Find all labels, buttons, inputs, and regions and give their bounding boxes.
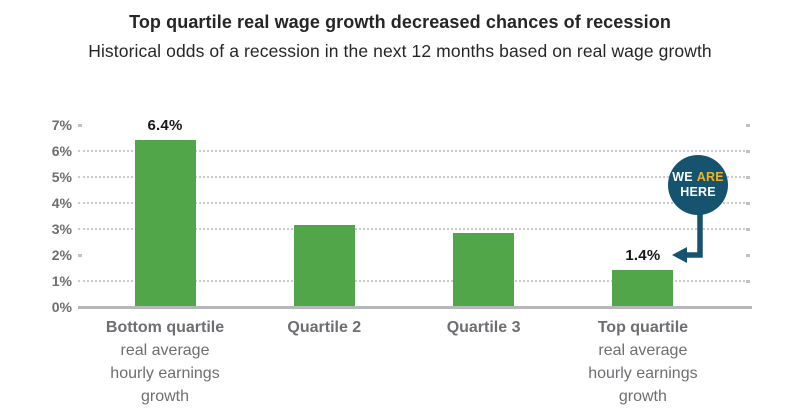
- x-axis-label-line: Top quartile: [597, 319, 689, 336]
- y-gridline-4pct: [78, 202, 745, 204]
- x-axis-label-1: Bottom quartile real average hourly earnin…: [81, 316, 249, 408]
- chart-subtitle: Historical odds of a recession in the ne…: [88, 41, 712, 61]
- x-axis-label-line: real average: [120, 342, 210, 359]
- x-axis-label-line: Quartile 3: [446, 319, 521, 336]
- y-axis-label-6pct: 6%: [51, 143, 72, 159]
- y-gridline-6pct: [78, 150, 745, 152]
- x-axis-label-2: Quartile 2: [240, 316, 408, 339]
- x-axis-label-line: Quartile 2: [287, 319, 362, 336]
- y-axis-label-4pct: 4%: [51, 195, 72, 211]
- gridline-end-tick-6pct: [746, 150, 750, 153]
- x-axis-label-3: Quartile 3: [400, 316, 568, 339]
- gridline-end-tick-7pct: [746, 124, 750, 127]
- y-gridline-1pct: [78, 280, 745, 282]
- gridline-end-tick-4pct: [746, 202, 750, 205]
- we-are-here-badge: WE ARE HERE: [668, 155, 728, 215]
- y-gridline-3pct: [78, 228, 745, 230]
- y-axis-label-7pct: 7%: [51, 117, 72, 133]
- gridline-end-tick-3pct: [746, 228, 750, 231]
- bar-4: [612, 270, 674, 306]
- x-axis-label-4: Top quartile real average hourly earnings g…: [559, 316, 727, 408]
- bar-value-label-4: 1.4%: [625, 247, 661, 264]
- x-axis-line: [78, 306, 752, 309]
- arrow-icon: [672, 210, 703, 263]
- badge-text-we: WE: [672, 170, 693, 184]
- y-axis-label-3pct: 3%: [51, 221, 72, 237]
- gridline-end-tick-1pct: [746, 280, 750, 283]
- bar-3: [453, 233, 515, 306]
- gridline-start-tick-7pct: [78, 124, 82, 127]
- bar-value-label-1: 6.4%: [147, 117, 183, 134]
- x-axis-label-line: real average: [598, 342, 688, 359]
- y-axis-label-2pct: 2%: [51, 247, 72, 263]
- x-axis-label-line: growth: [618, 388, 667, 405]
- x-axis-label-line: Bottom quartile: [105, 319, 225, 336]
- y-gridline-5pct: [78, 176, 745, 178]
- y-axis-label-5pct: 5%: [51, 169, 72, 185]
- badge-line-1: WE ARE: [672, 170, 724, 185]
- x-axis-label-line: growth: [140, 388, 190, 405]
- gridline-end-tick-5pct: [746, 176, 750, 179]
- y-axis-label-1pct: 1%: [51, 273, 72, 289]
- y-axis-label-0pct: 0%: [51, 299, 72, 315]
- chart-title: Top quartile real wage growth decreased …: [129, 12, 671, 32]
- bar-1: [134, 140, 196, 306]
- badge-text-are: ARE: [696, 170, 724, 184]
- x-axis-label-line: hourly earnings: [588, 365, 698, 382]
- x-axis-label-line: hourly earnings: [110, 365, 220, 382]
- gridline-start-tick-2pct: [78, 254, 82, 257]
- gridline-end-tick-2pct: [746, 254, 750, 257]
- bar-2: [293, 225, 355, 306]
- badge-text-here: HERE: [680, 185, 716, 199]
